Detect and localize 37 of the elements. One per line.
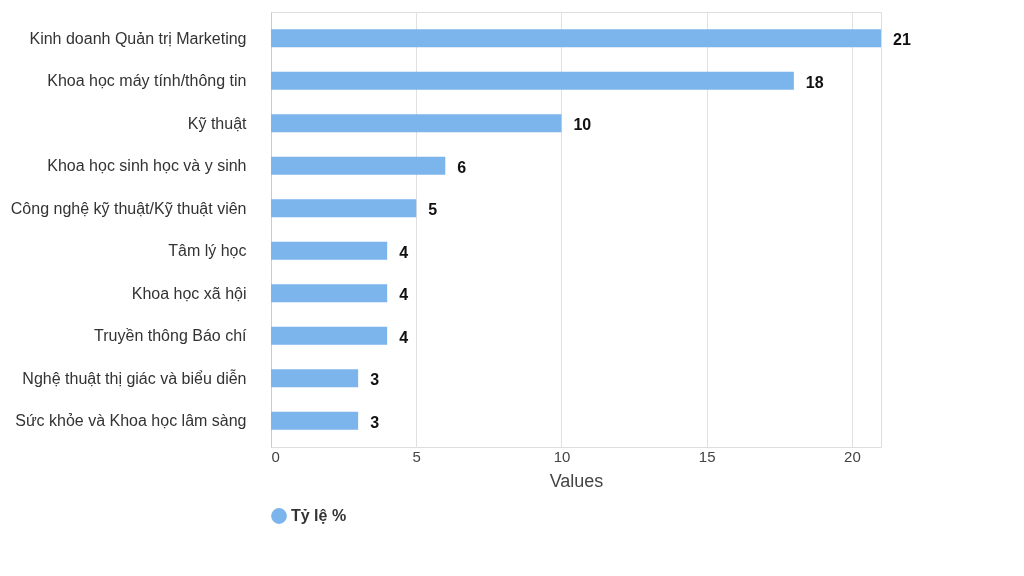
x-axis-title: Values (549, 470, 604, 491)
data-label: 3 (370, 413, 380, 431)
y-tick-label: Sức khỏe và Khoa học lâm sàng (15, 412, 247, 430)
bar (271, 369, 359, 388)
y-tick-label: Tâm lý học (168, 242, 247, 260)
data-label: 4 (399, 243, 409, 261)
data-label: 4 (399, 286, 409, 304)
bar (271, 199, 417, 218)
bar (271, 411, 359, 430)
bar (271, 241, 388, 260)
x-tick-label: 10 (553, 447, 571, 465)
legend-label: Tỷ lệ % (291, 507, 347, 524)
bar (271, 284, 388, 303)
x-tick-label: 5 (412, 447, 421, 465)
bar (271, 71, 794, 90)
data-label: 3 (370, 371, 380, 389)
data-label: 4 (399, 328, 409, 346)
x-tick-label: 0 (271, 447, 280, 465)
y-tick-label: Kinh doanh Quản trị Marketing (29, 29, 247, 47)
data-label: 5 (428, 201, 438, 219)
y-tick-label: Khoa học máy tính/thông tin (47, 72, 247, 90)
y-tick-label: Khoa học xã hội (131, 284, 247, 302)
y-tick-label: Khoa học sinh học và y sinh (47, 157, 247, 175)
bar (271, 29, 881, 48)
bar (271, 326, 388, 345)
y-tick-label: Truyền thông Báo chí (94, 327, 248, 345)
y-tick-label: Kỹ thuật (187, 114, 248, 132)
data-label: 21 (893, 31, 911, 49)
bar (271, 114, 562, 133)
y-tick-label: Công nghệ kỹ thuật/Kỹ thuật viên (10, 199, 247, 217)
x-tick-label: 20 (844, 447, 861, 465)
data-label: 18 (805, 73, 824, 91)
data-label: 6 (457, 158, 467, 176)
bar (271, 156, 446, 175)
data-label: 10 (573, 116, 592, 134)
y-tick-label: Nghệ thuật thị giác và biểu diễn (22, 368, 247, 387)
x-tick-label: 15 (698, 447, 716, 465)
